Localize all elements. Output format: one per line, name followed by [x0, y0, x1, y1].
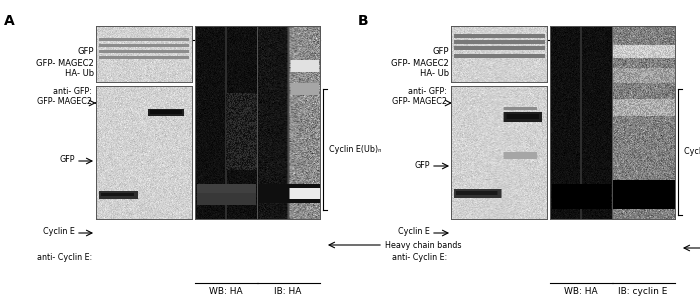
Text: GFP- MAGEC2: GFP- MAGEC2	[392, 98, 447, 106]
Text: Input: Input	[147, 30, 173, 40]
Text: +: +	[481, 58, 489, 68]
Text: +: +	[234, 69, 242, 79]
Text: GFP- MAGEC2: GFP- MAGEC2	[37, 98, 92, 106]
Text: +: +	[158, 47, 166, 57]
Text: Cyclin E: Cyclin E	[43, 227, 75, 237]
Text: Cyclin E(Ub)ₙ: Cyclin E(Ub)ₙ	[684, 147, 700, 157]
Text: +: +	[537, 69, 545, 79]
Text: +: +	[126, 58, 134, 68]
Text: B: B	[358, 14, 369, 28]
Text: +: +	[537, 58, 545, 68]
Text: GFP: GFP	[414, 161, 430, 170]
Text: anti- GFP:: anti- GFP:	[408, 88, 447, 96]
Text: +: +	[589, 69, 597, 79]
Text: GFP: GFP	[60, 156, 75, 164]
Text: IP: Cyclin E: IP: Cyclin E	[245, 30, 299, 40]
Text: IB: cyclin E: IB: cyclin E	[618, 286, 668, 295]
Text: +: +	[234, 47, 242, 57]
Text: +: +	[616, 69, 624, 79]
Text: +: +	[104, 69, 112, 79]
Text: anti- Cyclin E:: anti- Cyclin E:	[392, 254, 447, 262]
Text: +: +	[126, 69, 134, 79]
Text: anti- GFP:: anti- GFP:	[53, 88, 92, 96]
Text: +: +	[589, 47, 597, 57]
Text: +: +	[513, 69, 521, 79]
Text: anti- Cyclin E:: anti- Cyclin E:	[36, 254, 92, 262]
Text: +: +	[104, 47, 112, 57]
Text: +: +	[261, 58, 269, 68]
Text: WB: HA: WB: HA	[209, 286, 243, 295]
Text: Cyclin E(Ub)ₙ: Cyclin E(Ub)ₙ	[329, 144, 382, 154]
Text: +: +	[616, 58, 624, 68]
Text: +: +	[459, 69, 467, 79]
Text: +: +	[481, 69, 489, 79]
Text: GFP: GFP	[78, 47, 94, 57]
Text: Input: Input	[508, 30, 533, 40]
Text: GFP- MAGEC2: GFP- MAGEC2	[36, 58, 94, 67]
Text: GFP- MAGEC2: GFP- MAGEC2	[391, 58, 449, 67]
Text: IB: HA: IB: HA	[274, 286, 302, 295]
Text: +: +	[459, 47, 467, 57]
Text: Heavy chain bands: Heavy chain bands	[385, 240, 461, 250]
Text: A: A	[4, 14, 15, 28]
Text: IP: HA: IP: HA	[603, 30, 631, 40]
Text: +: +	[513, 47, 521, 57]
Text: +: +	[182, 58, 190, 68]
Text: HA- Ub: HA- Ub	[420, 70, 449, 78]
Text: HA- Ub: HA- Ub	[65, 70, 94, 78]
Text: Cyclin E: Cyclin E	[398, 227, 430, 237]
Text: WB: HA: WB: HA	[564, 286, 598, 295]
Text: +: +	[261, 69, 269, 79]
Text: +: +	[182, 69, 190, 79]
Text: +: +	[158, 69, 166, 79]
Text: GFP: GFP	[433, 47, 449, 57]
